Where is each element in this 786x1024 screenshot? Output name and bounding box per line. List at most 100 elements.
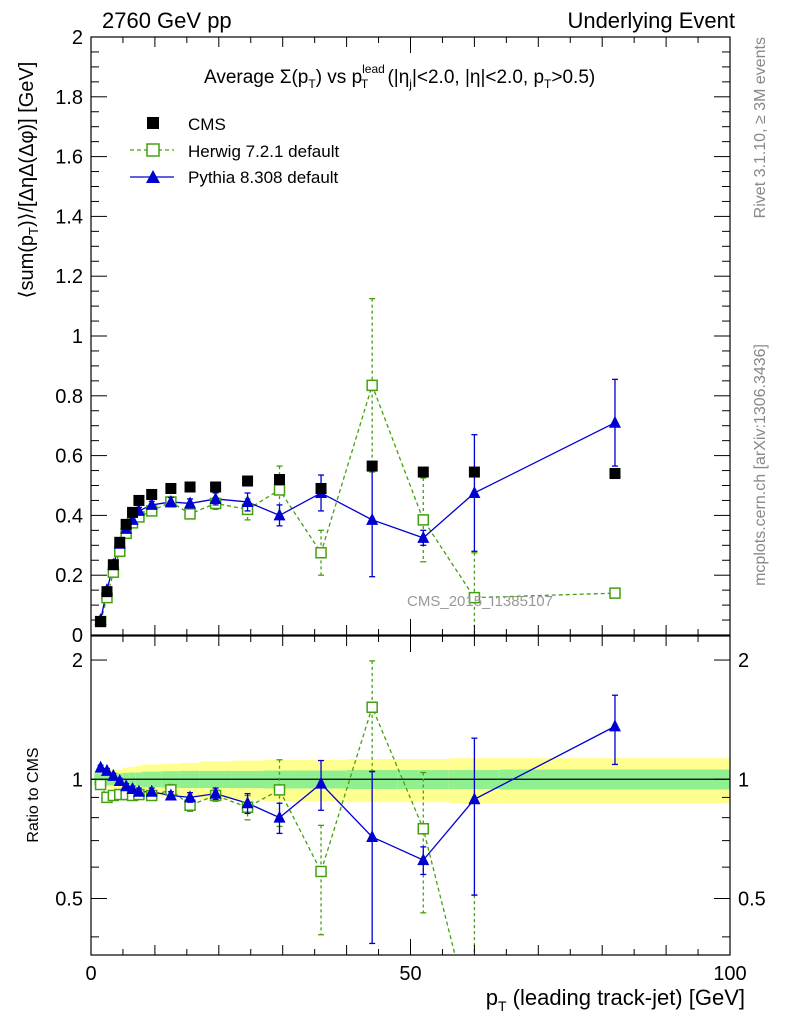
ratio-series-lines [100,705,616,955]
ratio-ylabel: Ratio to CMS [25,747,42,842]
main-cms-point [210,481,222,493]
main-ytick-label: 1.2 [55,266,83,288]
main-ytick-label: 2 [72,27,83,49]
xlabel-part-b: (leading track-jet) [GeV] [507,985,745,1010]
ratio-herwig-line [100,705,456,955]
header-left: 2760 GeV pp [102,8,232,33]
main-pythia-point [273,508,286,521]
main-herwig-point [315,547,327,559]
ratio-pythia-point [132,784,145,797]
ratio-ytick-label: 2 [72,650,83,672]
main-ytick-label: 1 [72,326,83,348]
title-sub-t3: T [544,77,552,91]
ratio-pythia-point [417,853,430,866]
xlabel-sub: T [498,998,507,1014]
main-herwig-point [609,587,621,599]
main-cms-point [274,474,286,486]
watermark: CMS_2015_I1385107 [407,593,553,610]
main-ytick-label: 0.8 [55,386,83,408]
ratio-pythia-point [113,773,126,786]
side-text-rivet: Rivet 3.1.10, ≥ 3M events [752,37,769,218]
title-sub-t2: T [361,77,369,91]
ratio-ytick-label: 1 [72,769,83,791]
main-ytick-label: 0 [72,625,83,647]
ratio-pythia-point [273,810,286,823]
title-sub-j: j [408,77,412,91]
ratio-pythia-point [100,763,113,776]
header-right: Underlying Event [567,8,735,33]
ratio-pythia-point [366,829,379,842]
main-cms-point [107,559,119,571]
legend: CMS Herwig 7.2.1 default Pythia 8.308 de… [130,115,339,187]
axis-tick-labels: 0 0.2 0.4 0.6 0.8 1 1.2 1.4 1.6 1.8 2 0 50 100 0.5 0.5 1… [55,27,766,985]
main-pythia-point [468,485,481,498]
main-cms-point [146,488,158,500]
ratio-ytick-label-right: 0.5 [738,888,766,910]
legend-label-cms: CMS [188,115,226,134]
main-title: Average Σ(pT) vs plead T (|ηj|<2.0, |η|<2… [204,62,595,91]
ratio-herwig-point [315,865,327,878]
title-part-a: Average [204,67,280,88]
title-part-c: (|η [382,67,409,88]
main-pythia-point [184,496,197,509]
xtick-label: 100 [713,963,746,985]
ratio-herwig-point [417,823,430,835]
ratio-herwig-point [94,778,107,791]
main-pythia-point [145,497,158,510]
ratio-pythia-point [120,779,133,792]
main-cms-point [114,536,126,548]
main-ytick-label: 0.2 [55,565,83,587]
main-herwig-point [184,508,196,520]
main-pythia-point [608,415,621,428]
main-ylabel: ⟨sum(pT)⟩/[ΔηΔ(Δφ)] [GeV] [16,62,41,299]
main-pythia-point [209,491,222,504]
ratio-pythia-point [107,768,120,781]
legend-marker-herwig [146,143,160,157]
main-cms-point [366,460,378,472]
main-pythia-point [164,494,177,507]
main-cms-point [165,482,177,494]
ratio-ytick-label-right: 1 [738,769,749,791]
main-pythia-point [241,494,254,507]
legend-label-herwig: Herwig 7.2.1 default [188,142,339,161]
main-pythia-point [417,530,430,543]
side-text-mcplots: mcplots.cern.ch [arXiv:1306.3436] [752,344,769,586]
ratio-pythia-point [145,784,158,797]
ratio-band [91,758,730,804]
main-ytick-label: 0.4 [55,505,83,527]
title-part-d: |<2.0, |η|<2.0, p [412,67,544,88]
main-cms-point [609,468,621,480]
main-cms-point [133,494,145,506]
legend-marker-pythia [146,170,160,183]
main-herwig-point [366,379,378,392]
main-cms-point [127,506,139,518]
main-ytick-label: 0.6 [55,446,83,468]
xtick-label: 0 [85,963,96,985]
main-cms-point [95,616,107,628]
axis-ticks [90,36,731,955]
main-cms-point [315,482,327,494]
main-series-marks [94,297,621,636]
main-pythia-line [99,422,616,621]
xlabel: pT (leading track-jet) [GeV] [486,985,745,1014]
ratio-pythia-point [164,788,177,801]
ratio-pythia-point [468,792,481,805]
ratio-ytick-label-right: 2 [738,650,749,672]
title-part-sigma: Σ(p [280,67,309,88]
title-sub-t1: T [308,77,316,91]
ylabel-sub: T [26,227,41,235]
ratio-ytick-label: 0.5 [55,888,83,910]
main-herwig-line [99,383,616,622]
ratio-pythia-point [241,796,254,809]
legend-label-pythia: Pythia 8.308 default [188,168,339,187]
ratio-pythia-point [315,776,328,789]
ratio-series-marks [94,660,621,955]
ratio-pythia-point [126,781,139,794]
ratio-pythia-point [184,790,197,803]
main-series-lines [99,383,616,622]
main-cms-point [120,518,132,530]
title-sup-lead: lead [362,62,385,76]
main-cms-point [242,475,254,487]
main-herwig-point [273,484,286,496]
